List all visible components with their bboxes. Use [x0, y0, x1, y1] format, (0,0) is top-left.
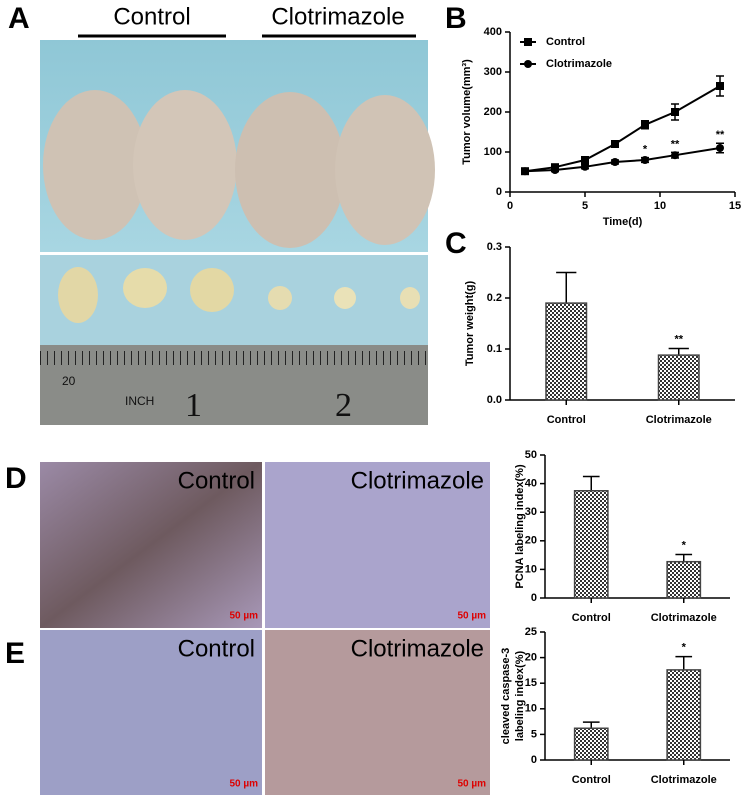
histology-photo — [265, 462, 490, 628]
x-tick-label: 0 — [507, 200, 513, 212]
image-label: Clotrimazole — [351, 467, 484, 494]
marker — [521, 167, 529, 176]
x-tick-label: Control — [547, 414, 586, 426]
x-tick-label: 15 — [729, 200, 741, 212]
marker — [524, 38, 532, 46]
y-tick-label: 0 — [496, 186, 502, 198]
panel-label: B — [445, 2, 467, 35]
bar — [573, 727, 609, 761]
y-axis-label: PCNA labeling index(%) — [514, 464, 526, 589]
significance: * — [682, 539, 687, 551]
y-tick-label: 0 — [531, 592, 537, 604]
bar — [666, 560, 702, 599]
y-tick-label: 100 — [484, 146, 502, 158]
line — [524, 85, 721, 173]
histology-photo — [40, 462, 262, 628]
marker — [671, 151, 679, 160]
y-tick-label: 200 — [484, 106, 502, 118]
y-tick-label: 20 — [525, 652, 537, 664]
y-axis-label: cleaved caspase-3 — [500, 648, 512, 745]
bar — [657, 354, 700, 401]
x-tick-label: Clotrimazole — [646, 414, 712, 426]
x-tick-label: Control — [572, 612, 611, 624]
marker — [581, 156, 589, 164]
panel-label: D — [5, 462, 27, 495]
y-tick-label: 10 — [525, 563, 537, 575]
y-tick-label: 5 — [531, 728, 537, 740]
bar — [545, 302, 588, 401]
ruler-label: 1 — [185, 387, 202, 424]
marker — [641, 156, 649, 164]
scale-bar: 50 µm — [457, 611, 486, 622]
y-tick-label: 30 — [525, 506, 537, 518]
image-label: Clotrimazole — [351, 635, 484, 662]
y-axis-label: Tumor volume(mm³) — [461, 59, 473, 165]
legend-label: Clotrimazole — [546, 58, 612, 70]
x-tick-label: Clotrimazole — [651, 774, 717, 786]
y-tick-label: 40 — [525, 478, 537, 490]
marker — [671, 108, 679, 116]
significance: ** — [716, 129, 725, 141]
error-bar — [668, 347, 689, 356]
bar — [666, 669, 702, 761]
panel-label: C — [445, 227, 467, 260]
y-tick-label: 15 — [525, 677, 537, 689]
histology-photo — [265, 630, 490, 795]
image-label: Control — [178, 467, 255, 494]
significance: ** — [674, 333, 683, 345]
x-tick-label: 5 — [582, 200, 588, 212]
y-axis-label: Tumor weight(g) — [464, 280, 476, 366]
error-bar — [675, 655, 693, 670]
y-tick-label: 25 — [525, 626, 537, 638]
error-bar — [675, 553, 693, 562]
marker — [611, 158, 619, 166]
legend-label: Control — [546, 36, 585, 48]
group-label: Clotrimazole — [271, 3, 404, 30]
marker — [716, 82, 724, 90]
ruler-label: INCH — [125, 394, 154, 408]
image-label: Control — [178, 635, 255, 662]
error-bar — [582, 721, 600, 729]
y-tick-label: 20 — [525, 535, 537, 547]
y-axis-label: labeling index(%) — [514, 650, 526, 741]
photo-a: 20 INCH 1 2 — [40, 40, 435, 425]
x-tick-label: 10 — [654, 200, 666, 212]
panel-label: E — [5, 637, 25, 670]
y-tick-label: 0.0 — [487, 394, 502, 406]
y-tick-label: 10 — [525, 703, 537, 715]
ruler-label: 2 — [335, 387, 352, 424]
ruler-label: 20 — [62, 374, 76, 388]
marker — [641, 120, 649, 129]
y-tick-label: 400 — [484, 26, 502, 38]
significance: ** — [671, 138, 680, 150]
histology-photo — [40, 630, 262, 795]
scale-bar: 50 µm — [229, 779, 258, 790]
scale-bar: 50 µm — [229, 611, 258, 622]
y-tick-label: 50 — [525, 449, 537, 461]
scale-bar: 50 µm — [457, 779, 486, 790]
x-tick-label: Control — [572, 774, 611, 786]
marker — [611, 140, 619, 148]
y-tick-label: 0.1 — [487, 343, 502, 355]
significance: * — [682, 641, 687, 653]
group-label: Control — [113, 3, 190, 30]
marker — [551, 166, 559, 174]
x-axis-label: Time(d) — [603, 216, 643, 228]
y-tick-label: 0.3 — [487, 241, 502, 253]
bar — [573, 490, 609, 599]
y-tick-label: 0 — [531, 754, 537, 766]
marker — [524, 60, 532, 68]
y-tick-label: 300 — [484, 66, 502, 78]
error-bar — [556, 271, 577, 304]
marker — [716, 144, 724, 152]
y-tick-label: 0.2 — [487, 292, 502, 304]
significance: * — [643, 144, 648, 156]
marker — [581, 162, 589, 171]
panel-label: A — [8, 2, 30, 35]
x-tick-label: Clotrimazole — [651, 612, 717, 624]
error-bar — [582, 475, 600, 491]
